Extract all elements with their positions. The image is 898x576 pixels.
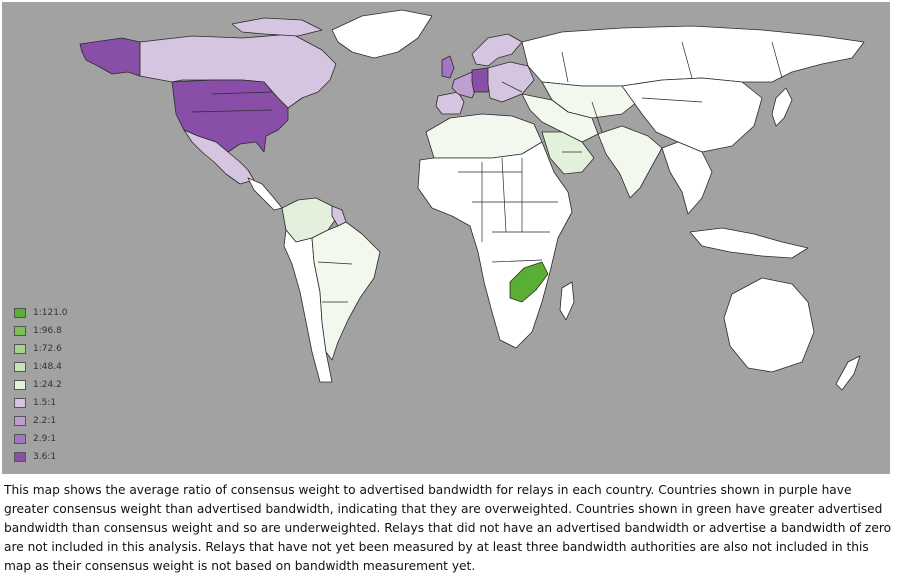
legend-item: 2.2:1: [14, 412, 68, 430]
region-mexico: [183, 129, 255, 185]
region-china: [621, 77, 763, 153]
legend-swatch: [14, 398, 26, 408]
legend-swatch: [14, 434, 26, 444]
legend-item: 1:48.4: [14, 358, 68, 376]
region-zambia: [509, 261, 549, 303]
legend-swatch: [14, 416, 26, 426]
legend-label: 2.9:1: [33, 434, 57, 444]
legend-label: 2.2:1: [33, 416, 57, 426]
legend-label: 1.5:1: [33, 398, 57, 408]
map-caption: This map shows the average ratio of cons…: [4, 483, 892, 573]
region-central-america: [247, 177, 283, 211]
region-africa: [417, 141, 573, 349]
legend-item: 1.5:1: [14, 394, 68, 412]
legend-swatch: [14, 380, 26, 390]
legend-label: 1:96.8: [33, 326, 62, 336]
legend-swatch: [14, 452, 26, 462]
legend-swatch: [14, 344, 26, 354]
region-indonesia: [689, 227, 809, 259]
region-iberia: [435, 91, 465, 115]
region-madagascar: [559, 281, 575, 321]
region-usa: [171, 79, 289, 153]
region-canadian-arctic: [231, 17, 323, 37]
legend-swatch: [14, 326, 26, 336]
region-new-zealand: [835, 355, 861, 391]
legend-item: 1:121.0: [14, 304, 68, 322]
legend-label: 1:72.6: [33, 344, 62, 354]
region-greenland: [331, 9, 433, 59]
region-india: [597, 125, 663, 199]
region-russia: [521, 25, 865, 87]
legend-swatch: [14, 362, 26, 372]
region-scandinavia: [471, 33, 523, 67]
legend-label: 1:24.2: [33, 380, 62, 390]
legend-label: 1:48.4: [33, 362, 62, 372]
legend-label: 1:121.0: [33, 308, 68, 318]
region-alaska: [79, 37, 141, 77]
region-australia: [723, 277, 815, 373]
region-uk: [441, 55, 455, 79]
legend-label: 3.6:1: [33, 452, 57, 462]
legend-item: 2.9:1: [14, 430, 68, 448]
map-svg: [79, 9, 865, 391]
region-japan: [771, 87, 793, 127]
region-brazil-argentina: [311, 221, 381, 361]
region-southeast-asia: [661, 141, 713, 215]
region-north-africa: [425, 113, 543, 159]
region-saudi-arabia: [541, 131, 595, 175]
country-borders: [191, 41, 783, 303]
region-middle-east: [521, 93, 599, 143]
legend: 1:121.0 1:96.8 1:72.6 1:48.4 1:24.2 1.5:1 2.2:…: [14, 304, 68, 466]
world-map: 1:121.0 1:96.8 1:72.6 1:48.4 1:24.2 1.5:1 2.2:…: [2, 2, 890, 474]
legend-item: 1:24.2: [14, 376, 68, 394]
legend-item: 1:72.6: [14, 340, 68, 358]
legend-swatch: [14, 308, 26, 318]
legend-item: 1:96.8: [14, 322, 68, 340]
legend-item: 3.6:1: [14, 448, 68, 466]
